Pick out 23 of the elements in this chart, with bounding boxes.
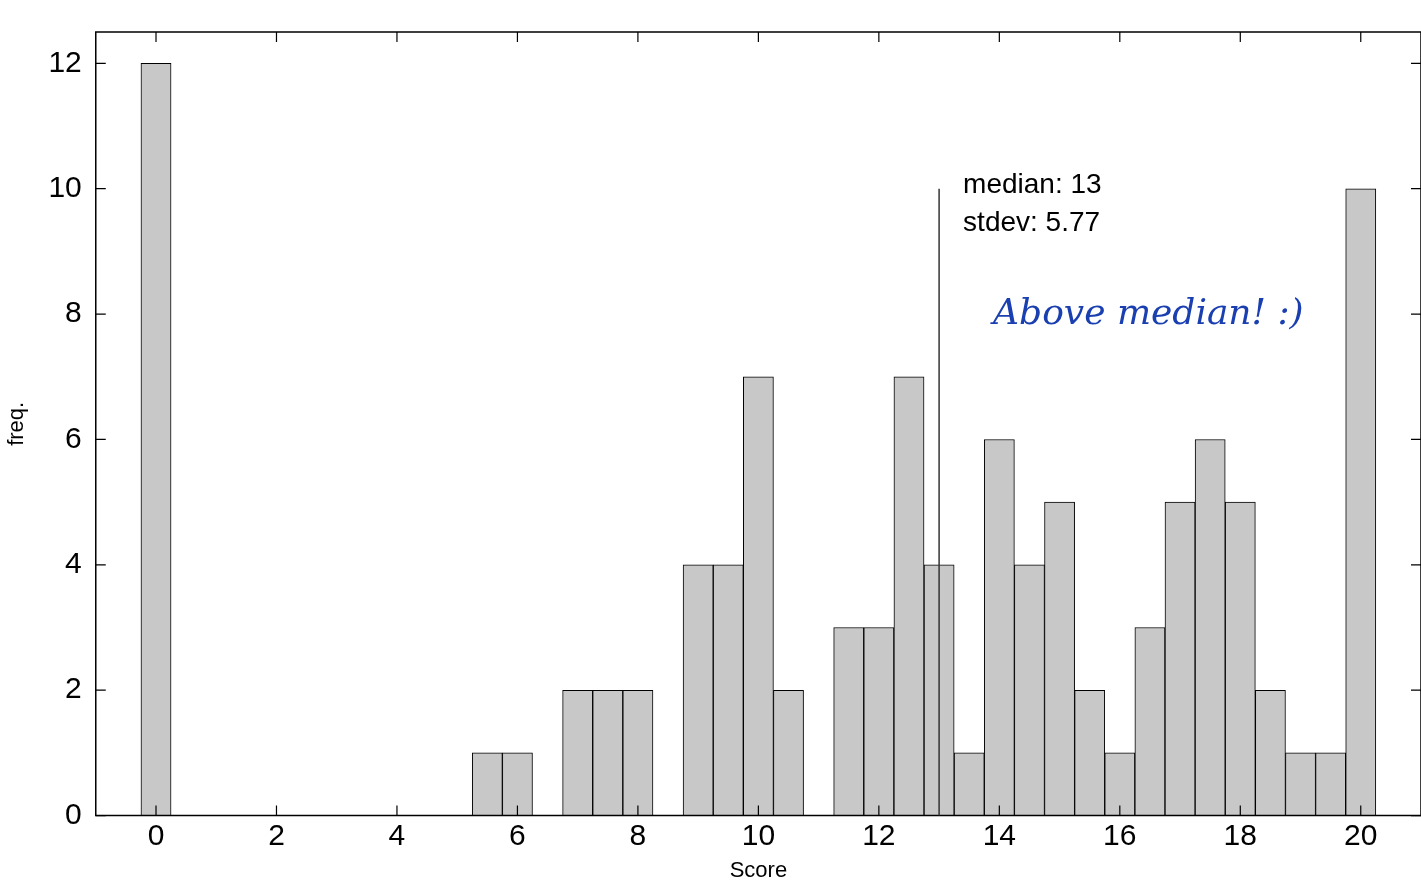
x-tick-label: 14 — [982, 817, 1017, 851]
x-tick-label: 8 — [629, 817, 647, 851]
annotation: Above median! :) — [990, 291, 1304, 333]
x-tick-label: 6 — [509, 817, 526, 851]
annotation: stdev: 5.77 — [963, 205, 1101, 237]
annotation: median: 13 — [963, 167, 1102, 199]
x-tick-label: 16 — [1103, 817, 1137, 851]
y-axis-title: freq. — [3, 401, 29, 446]
y-tick-label: 6 — [65, 420, 82, 454]
x-tick-label: 10 — [741, 817, 776, 851]
x-tick-label: 0 — [147, 817, 165, 851]
x-tick-label: 18 — [1223, 817, 1257, 851]
x-tick-label: 12 — [862, 817, 896, 851]
x-tick-label: 20 — [1344, 817, 1378, 851]
x-tick-label: 2 — [268, 817, 285, 851]
y-tick-label: 12 — [48, 44, 82, 78]
y-tick-label: 2 — [65, 671, 82, 705]
y-tick-label: 10 — [48, 169, 82, 203]
x-tick-label: 4 — [388, 817, 406, 851]
x-axis-title: Score — [729, 856, 788, 882]
y-tick-label: 8 — [65, 295, 82, 329]
y-tick-label: 4 — [65, 546, 82, 580]
y-tick-label: 0 — [65, 796, 82, 830]
